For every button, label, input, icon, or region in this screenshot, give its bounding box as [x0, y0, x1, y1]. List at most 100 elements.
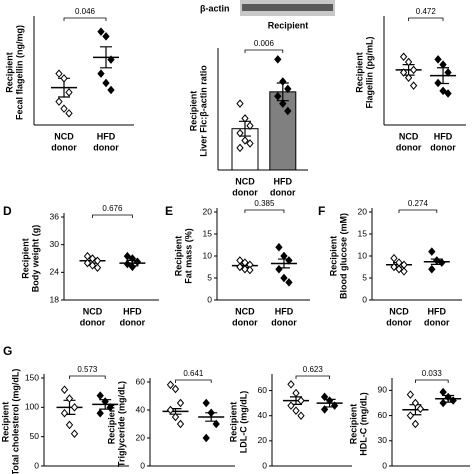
- data-point: [330, 401, 339, 410]
- significance-bracket: [408, 17, 444, 21]
- x-tick-label: donor: [396, 142, 422, 152]
- significance-bracket: [175, 379, 212, 383]
- data-point: [55, 69, 63, 78]
- x-tick-label: NCD: [54, 131, 74, 141]
- data-point: [399, 68, 408, 77]
- data-point: [246, 265, 254, 275]
- y-tick-label: 60: [378, 410, 388, 420]
- error-bar: [100, 46, 112, 69]
- data-point: [241, 114, 249, 123]
- y-tick-label: 0: [382, 460, 387, 470]
- data-point: [275, 242, 283, 252]
- x-tick-label: HFD: [274, 176, 293, 186]
- data-point: [416, 404, 425, 414]
- data-point: [404, 57, 413, 67]
- data-point: [236, 128, 244, 138]
- y-tick-label: 15: [203, 228, 213, 238]
- y-axis-label: Recipient: [188, 91, 198, 132]
- p-value: 0.641: [183, 369, 204, 378]
- y-tick-label: 40: [258, 410, 268, 420]
- y-axis-label: Recipient: [173, 236, 183, 277]
- p-value: 0.046: [75, 7, 96, 16]
- data-point: [400, 267, 408, 276]
- data-point: [428, 247, 436, 256]
- x-tick-label: NCD: [235, 306, 255, 316]
- data-point: [285, 278, 293, 287]
- data-point: [55, 97, 63, 106]
- data-point: [439, 60, 447, 69]
- data-point: [274, 91, 282, 101]
- x-tick-label: NCD: [83, 306, 103, 316]
- data-point: [97, 69, 105, 78]
- y-tick-label: 60: [136, 376, 146, 386]
- data-point: [107, 55, 115, 64]
- data-point: [176, 398, 185, 408]
- y-tick-label: 0: [262, 460, 267, 470]
- y-axis-label: Blood glucose (mM): [338, 213, 348, 299]
- y-tick-label: 0: [207, 294, 212, 304]
- y-axis-label: Recipient: [0, 402, 10, 443]
- data-point: [65, 420, 74, 430]
- x-tick-label: NCD: [389, 306, 409, 316]
- significance-bracket: [415, 379, 449, 383]
- y-tick-label: 20: [203, 206, 213, 216]
- data-point: [406, 390, 415, 399]
- data-point: [171, 384, 180, 394]
- blot-band: [242, 4, 333, 11]
- data-point: [65, 109, 73, 118]
- data-point: [320, 392, 329, 402]
- x-tick-label: donor: [80, 317, 106, 327]
- panel-letter: G: [3, 344, 12, 358]
- p-value: 0.472: [416, 7, 437, 16]
- data-point: [284, 106, 292, 116]
- x-tick-label: donor: [232, 187, 258, 197]
- y-tick-label: 100: [25, 402, 39, 412]
- data-point: [444, 68, 452, 77]
- data-point: [166, 380, 175, 390]
- data-point: [70, 429, 79, 439]
- x-tick-label: donor: [271, 317, 297, 327]
- data-point: [236, 99, 244, 108]
- x-tick-label: donor: [430, 142, 456, 152]
- panel-letter: E: [165, 204, 173, 218]
- data-point: [128, 262, 137, 272]
- data-point: [60, 408, 69, 418]
- data-point: [284, 84, 292, 94]
- y-axis-label: Recipient: [348, 404, 358, 445]
- data-point: [449, 396, 457, 405]
- data-point: [241, 264, 249, 274]
- data-point: [60, 104, 68, 113]
- y-axis-label: LDL-C (mg/dL): [238, 391, 248, 453]
- y-tick-label: 5: [207, 272, 212, 282]
- data-point: [202, 433, 210, 443]
- data-point: [434, 78, 442, 88]
- data-point: [133, 257, 142, 266]
- data-point: [409, 81, 418, 90]
- y-axis-label: HDL-C (mg/dL): [358, 392, 368, 455]
- y-tick-label: 24: [50, 267, 60, 277]
- data-point: [406, 411, 415, 420]
- significance-bracket: [63, 17, 107, 21]
- data-point: [444, 392, 452, 402]
- data-point: [176, 419, 185, 429]
- data-point: [404, 73, 413, 83]
- data-point: [106, 403, 114, 412]
- data-point: [325, 396, 334, 405]
- data-point: [292, 406, 300, 415]
- p-value: 0.676: [102, 204, 123, 213]
- y-axis-label: Fat mass (%): [183, 228, 193, 284]
- data-point: [280, 251, 288, 261]
- data-point: [285, 256, 293, 265]
- data-point: [241, 136, 249, 145]
- y-tick-label: 20: [258, 435, 268, 445]
- data-point: [212, 419, 220, 429]
- significance-bracket: [295, 375, 330, 379]
- data-point: [207, 408, 215, 418]
- data-point: [171, 412, 180, 422]
- y-axis-label: Body weight (g): [30, 225, 40, 293]
- data-point: [395, 264, 403, 274]
- y-tick-label: 15: [358, 228, 368, 238]
- data-point: [60, 385, 69, 395]
- data-point: [320, 405, 329, 414]
- data-point: [280, 273, 288, 283]
